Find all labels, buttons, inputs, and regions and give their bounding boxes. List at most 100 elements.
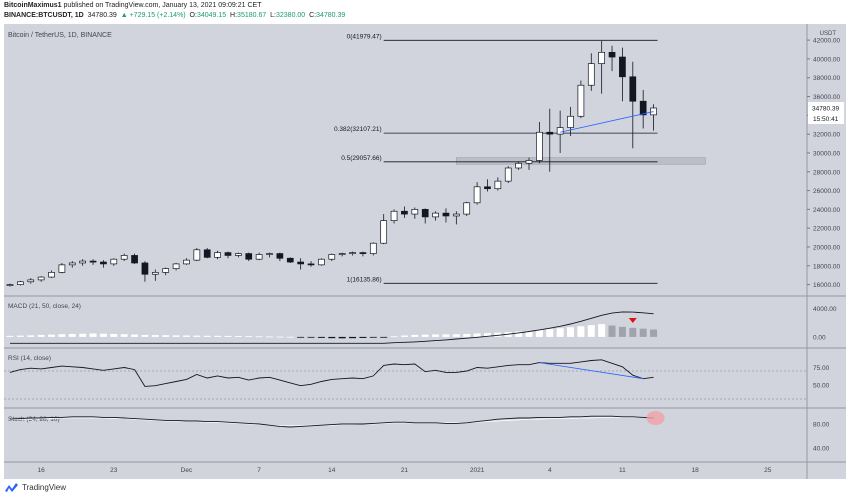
countdown-tag [808, 112, 844, 124]
stoch-highlight-circle [646, 411, 665, 425]
price-tick-label: 20000.00 [813, 244, 840, 251]
macd-histogram-bar [629, 327, 637, 337]
macd-histogram-bar [141, 334, 149, 337]
macd-histogram-bar [463, 333, 471, 337]
candle-body [650, 107, 657, 116]
candle-body [17, 281, 24, 285]
macd-histogram-bar [328, 336, 336, 339]
chart-area[interactable]: Bitcoin / TetherUS, 1D, BINANCE USDT 16000… [4, 24, 846, 479]
candle-body [318, 258, 325, 266]
time-axis-label: 23 [110, 467, 118, 474]
rsi-divergence-line [539, 362, 644, 380]
macd-histogram-bar [89, 333, 97, 337]
macd-histogram-bar [608, 325, 616, 337]
macd-histogram-bar [411, 334, 419, 337]
tradingview-logo-icon[interactable] [4, 482, 19, 493]
candle-body [390, 210, 398, 222]
rsi-line [9, 359, 654, 387]
macd-histogram-bar [37, 334, 45, 337]
candle-body [162, 268, 170, 273]
candle-body [525, 160, 533, 164]
price-tick-label: 40000.00 [813, 56, 840, 63]
macd-histogram-bar [567, 327, 575, 337]
chart-svg[interactable]: Bitcoin / TetherUS, 1D, BINANCE USDT 16000… [4, 24, 846, 479]
macd-histogram-bar [203, 335, 211, 337]
candle-body [369, 242, 377, 254]
time-axis-label: 21 [401, 467, 409, 474]
fib-level-label: 1(16135.86) [347, 276, 382, 283]
ohlc-low-label: L: [270, 12, 276, 19]
author-name[interactable]: BitcoinMaximus1 [4, 2, 62, 9]
macd-histogram-bar [369, 336, 377, 338]
macd-histogram-bar [525, 330, 533, 337]
candle-body [349, 252, 356, 254]
macd-histogram-bar [546, 329, 554, 337]
ohlc-high-label: H: [230, 12, 238, 19]
macd-histogram-bar [556, 328, 564, 337]
candle-body [235, 253, 242, 256]
macd-title: MACD (21, 50, close, 24) [8, 303, 81, 310]
price-tick-label: 26000.00 [813, 188, 840, 195]
stoch-tick-label: 80.00 [813, 422, 830, 429]
candle-body [203, 249, 211, 258]
ohlc-h: H:35180.67 [228, 12, 266, 19]
candle-body [380, 220, 388, 244]
candle-body [172, 263, 180, 269]
macd-histogram-bar [650, 329, 658, 337]
candle-body [639, 100, 647, 116]
macd-histogram-bar [494, 332, 502, 337]
candle-body [546, 131, 554, 135]
candle-body [452, 213, 460, 217]
stoch-tick-label: 40.00 [813, 446, 830, 453]
time-axis-label: 16 [38, 467, 46, 474]
macd-histogram-bar [515, 331, 523, 337]
fib-level-label: 0.382(32107.21) [334, 126, 382, 133]
ohlc-c: C:34780.39 [307, 12, 345, 19]
ohlc-open-label: O: [189, 12, 197, 19]
macd-histogram-bar [421, 334, 429, 337]
rsi-tick-label: 50.00 [813, 383, 830, 390]
candle-body [328, 254, 336, 260]
macd-histogram-bar [255, 336, 263, 338]
price-tick-label: 16000.00 [813, 282, 840, 289]
candle-body [131, 255, 138, 264]
candle-body [587, 63, 595, 86]
macd-histogram-bar [452, 334, 460, 337]
macd-histogram-bar [390, 336, 398, 338]
price-tick-label: 32000.00 [813, 132, 840, 139]
macd-tick-label: 4000.00 [813, 306, 837, 313]
macd-histogram-bar [27, 335, 35, 337]
macd-histogram-bar [535, 329, 543, 337]
macd-histogram-bar [639, 328, 647, 337]
ohlc-low-value: 32380.00 [276, 12, 306, 19]
footer: TradingView [0, 479, 850, 497]
macd-histogram-bar [68, 333, 76, 337]
candle-body [100, 261, 107, 265]
candle-body [567, 115, 574, 128]
candle-body [183, 259, 190, 265]
macd-histogram-bar [483, 333, 491, 337]
candle-body [359, 252, 367, 254]
macd-histogram-bar [359, 336, 367, 338]
candle-body [494, 180, 502, 190]
macd-histogram-bar [266, 336, 273, 338]
price-tick-label: 24000.00 [813, 207, 840, 214]
macd-histogram-bar [58, 334, 66, 337]
chart-title: Bitcoin / TetherUS, 1D, BINANCE [8, 32, 112, 39]
ohlc-close-label: C: [309, 12, 317, 19]
macd-histogram-bar [432, 334, 440, 337]
time-axis-label: 11 [619, 467, 626, 474]
rsi-title: RSI (14, close) [8, 355, 51, 362]
price-tick-label: 28000.00 [813, 169, 840, 176]
macd-histogram-bar [182, 335, 190, 337]
price-tick-label: 18000.00 [813, 263, 840, 270]
macd-histogram-bar [577, 326, 585, 337]
price-change: ▲ +729.15 (+2.14%) [120, 12, 186, 19]
macd-histogram-bar [442, 334, 450, 337]
candle-body [68, 262, 76, 266]
brand-label[interactable]: TradingView [22, 483, 67, 492]
candle-body [6, 284, 14, 286]
macd-histogram-bar [286, 336, 294, 338]
macd-histogram-bar [297, 336, 305, 338]
candle-body [224, 252, 232, 256]
